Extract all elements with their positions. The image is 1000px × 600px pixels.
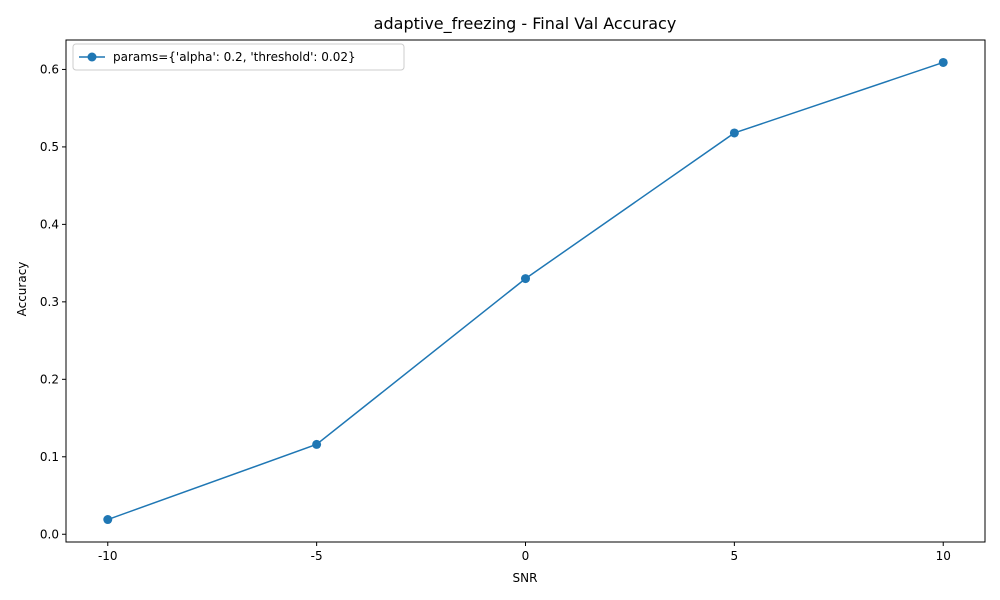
x-tick-label: 0 xyxy=(522,549,530,563)
x-tick-label: -5 xyxy=(311,549,323,563)
y-tick-label: 0.0 xyxy=(40,527,59,541)
y-tick-label: 0.6 xyxy=(40,62,59,76)
y-tick-label: 0.3 xyxy=(40,295,59,309)
data-point xyxy=(521,274,530,284)
data-point xyxy=(103,515,113,525)
legend-box xyxy=(72,43,405,71)
chart-title: adaptive_freezing - Final Val Accuracy xyxy=(374,14,677,34)
plot-area: -10 -5 0 5 10 0.0 0.1 0.2 0.3 0.4 0.5 0.6 xyxy=(40,39,986,563)
x-tick-label: 10 xyxy=(936,549,951,563)
x-tick-label: 5 xyxy=(731,549,739,563)
data-point xyxy=(729,128,739,138)
legend: params={'alpha': 0.2, 'threshold': 0.02} xyxy=(72,43,405,71)
y-tick-label: 0.2 xyxy=(40,372,59,386)
legend-entry-label: params={'alpha': 0.2, 'threshold': 0.02} xyxy=(113,50,356,64)
y-axis-label: Accuracy xyxy=(15,262,29,317)
x-tick-label: -10 xyxy=(98,549,118,563)
data-point xyxy=(938,57,948,67)
y-tick-label: 0.5 xyxy=(40,140,59,154)
y-tick-label: 0.4 xyxy=(40,217,59,231)
x-axis-label: SNR xyxy=(513,571,538,585)
legend-marker xyxy=(87,52,97,62)
data-point xyxy=(312,439,322,449)
y-tick-label: 0.1 xyxy=(40,450,59,464)
